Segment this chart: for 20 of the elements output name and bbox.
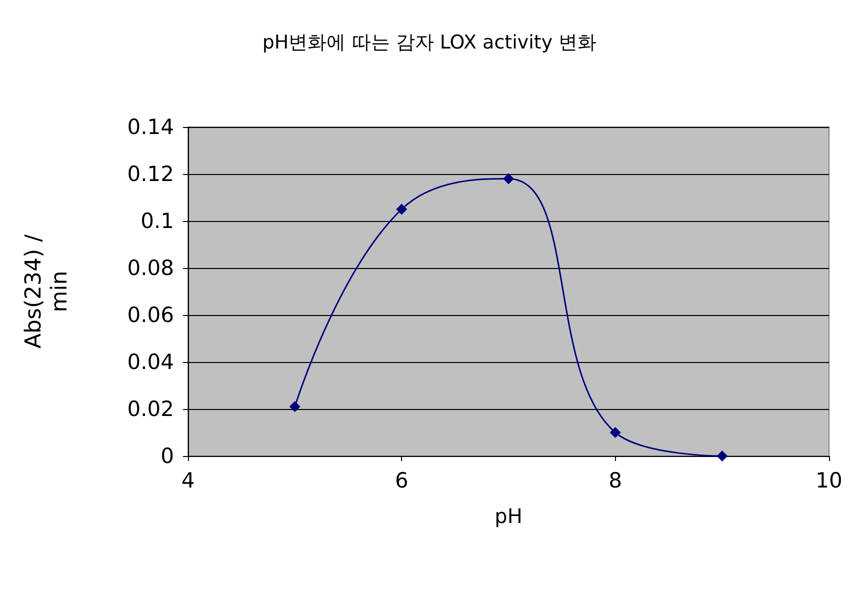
- point: [610, 427, 621, 438]
- y-tick-label: 0.08: [127, 256, 174, 280]
- x-tick-label: 10: [816, 468, 842, 492]
- y-tick-label: 0.1: [140, 209, 174, 233]
- x-tick-label: 8: [608, 468, 622, 492]
- y-tick-label: 0.02: [127, 397, 174, 421]
- x-tick-label: 6: [394, 468, 408, 492]
- y-tick-label: 0.04: [127, 350, 174, 374]
- x-axis-title: pH: [494, 504, 522, 528]
- y-tick-label: 0: [160, 444, 174, 468]
- chart-title: pH변화에 따는 감자 LOX activity 변화: [262, 32, 597, 54]
- x-tick-label: 4: [181, 468, 195, 492]
- y-tick-label: 0.06: [127, 303, 174, 327]
- point: [503, 173, 514, 184]
- point: [396, 204, 408, 215]
- y-tick-label: 0.12: [127, 162, 174, 186]
- point: [289, 401, 300, 412]
- y-tick-label: 0.14: [127, 115, 174, 139]
- y-axis-title: Abs(234) / min: [22, 234, 72, 349]
- point: [716, 450, 728, 462]
